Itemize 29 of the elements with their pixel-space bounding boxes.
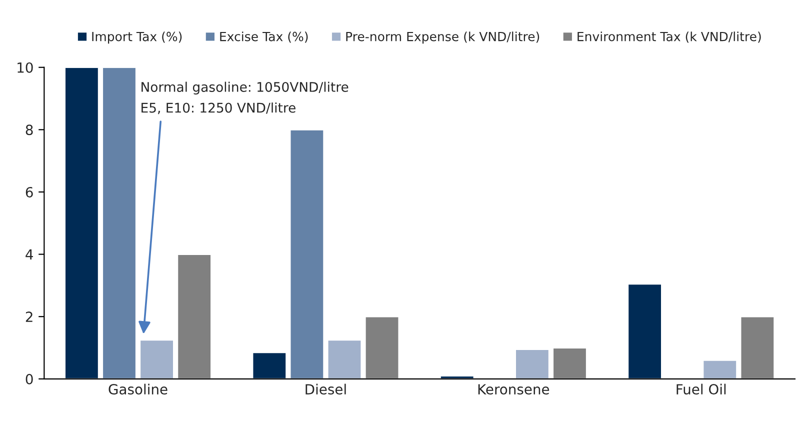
bar — [326, 339, 362, 379]
y-tick-label: 4 — [26, 249, 33, 260]
bar — [552, 347, 588, 379]
bar — [289, 128, 325, 379]
x-tick-label: Gasoline — [108, 384, 168, 395]
legend-label: Pre-norm Expense (k VND/litre) — [346, 32, 540, 44]
y-tick-label: 6 — [26, 186, 33, 198]
annotation: Normal gasoline: 1050VND/litre E5, E10: 1250 VND/litre — [142, 82, 348, 114]
y-tick-label: 8 — [26, 124, 33, 136]
bar — [440, 375, 475, 379]
bar — [139, 339, 174, 379]
legend-label: Excise Tax (%) — [220, 32, 308, 43]
y-tick-label: 2 — [26, 312, 32, 322]
bar — [627, 283, 662, 379]
bar — [514, 348, 550, 379]
x-tick-label: Diesel — [306, 384, 346, 395]
bar — [176, 254, 212, 379]
bar — [740, 316, 776, 379]
legend-label: Import Tax (%) — [92, 32, 182, 44]
y-tick-label: 0 — [26, 374, 33, 384]
x-tick-label: Keronsene — [478, 384, 550, 395]
x-tick-label: Fuel Oil — [676, 384, 726, 395]
y-tick-label: 10 — [18, 62, 33, 73]
bar — [252, 352, 287, 379]
bar — [364, 316, 400, 379]
legend-label: Environment Tax (k VND/litre) — [578, 32, 761, 43]
bar — [702, 360, 738, 379]
bar — [64, 67, 100, 379]
bar — [102, 67, 137, 379]
